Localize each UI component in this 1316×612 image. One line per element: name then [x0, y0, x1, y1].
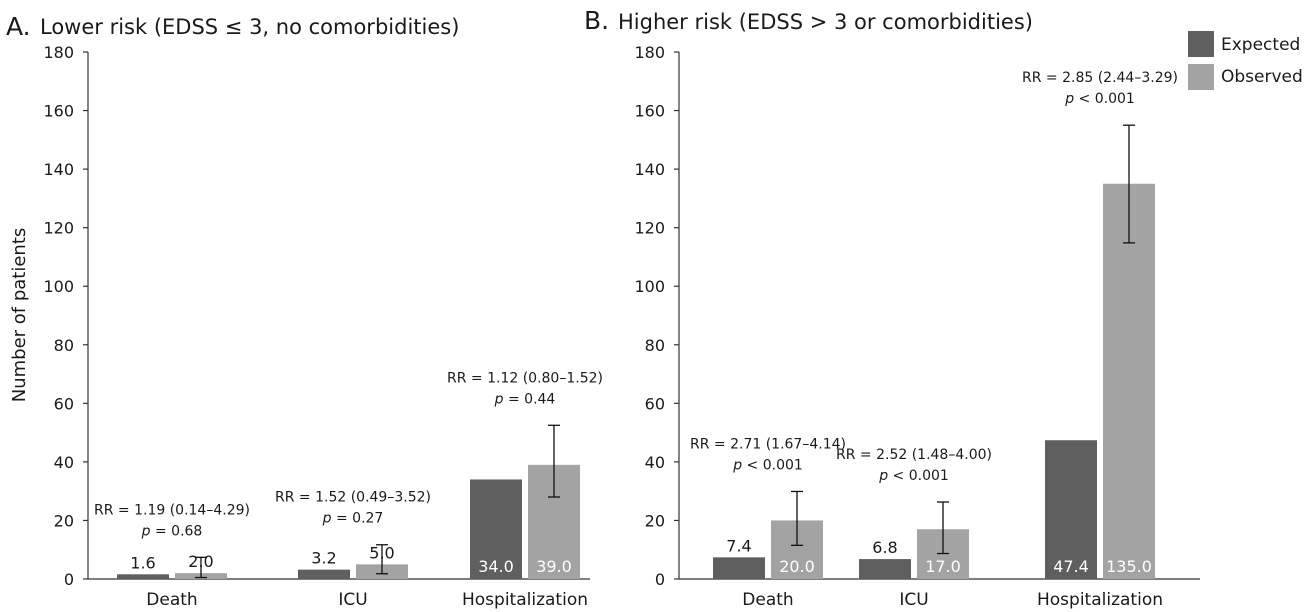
y-tick-label: 0 [64, 570, 74, 589]
data-label: 7.4 [726, 536, 751, 555]
y-tick-label: 160 [43, 102, 74, 121]
panel-b-letter: B. [584, 6, 609, 35]
bar-expected-death [713, 557, 765, 579]
p-value: = 0.68 [151, 523, 203, 539]
p-value: < 0.001 [1074, 91, 1135, 107]
bar-expected-death [117, 574, 169, 579]
y-tick-label: 40 [645, 453, 665, 472]
y-tick-label: 60 [645, 394, 665, 413]
p-value-annotation: p = 0.68 [141, 523, 203, 539]
p-value-annotation: p = 0.44 [494, 391, 556, 407]
p-symbol: p [494, 391, 504, 407]
x-tick-label: Death [146, 590, 197, 610]
p-value-annotation: p < 0.001 [732, 457, 803, 473]
y-tick-label: 20 [54, 511, 74, 530]
bar-expected-icu [859, 559, 911, 579]
y-tick-label: 80 [645, 336, 665, 355]
rr-annotation: RR = 2.71 (1.67–4.14) [690, 436, 846, 452]
panel-a-title: Lower risk (EDSS ≤ 3, no comorbidities) [40, 15, 459, 39]
p-value-annotation: p = 0.27 [322, 511, 384, 527]
y-tick-label: 20 [645, 511, 665, 530]
panel-a-letter: A. [6, 12, 31, 41]
p-value-annotation: p < 0.001 [1064, 91, 1135, 107]
x-tick-label: Hospitalization [1037, 590, 1163, 610]
data-label: 135.0 [1106, 557, 1152, 576]
bar-observed-hospitalization [1103, 183, 1155, 579]
legend-swatch-expected [1188, 31, 1214, 57]
data-label: 3.2 [311, 549, 336, 568]
panel-b-title: Higher risk (EDSS > 3 or comorbidities) [618, 10, 1033, 34]
legend: Expected Observed [1188, 31, 1303, 90]
bar-expected-icu [298, 569, 350, 579]
p-value-annotation: p < 0.001 [878, 468, 949, 484]
y-tick-label: 40 [54, 453, 74, 472]
y-tick-label: 100 [43, 277, 74, 296]
data-label: 20.0 [779, 557, 815, 576]
y-tick-label: 140 [634, 160, 665, 179]
y-tick-label: 180 [43, 43, 74, 62]
data-label: 47.4 [1053, 557, 1089, 576]
p-value: = 0.27 [332, 511, 384, 527]
panel-b-plot: 0 20 40 60 80 100 120 140 160 180 7.4 20.0 Death RR =… [634, 43, 1200, 610]
legend-swatch-observed [1188, 64, 1214, 90]
p-symbol: p [732, 457, 742, 473]
x-tick-label: Death [742, 590, 793, 610]
rr-annotation: RR = 2.52 (1.48–4.00) [836, 447, 992, 463]
y-tick-label: 0 [655, 570, 665, 589]
bar-expected-hospitalization [1045, 440, 1097, 579]
data-label: 6.8 [872, 538, 897, 557]
x-tick-label: Hospitalization [462, 590, 588, 610]
x-tick-label: ICU [338, 590, 367, 610]
p-symbol: p [322, 511, 332, 527]
y-axis-label: Number of patients [9, 228, 30, 403]
x-tick-label: ICU [899, 590, 928, 610]
data-label: 17.0 [925, 557, 961, 576]
bar-expected-hospitalization [470, 479, 522, 579]
y-tick-label: 80 [54, 336, 74, 355]
p-symbol: p [141, 523, 151, 539]
p-symbol: p [878, 468, 888, 484]
y-tick-label: 120 [43, 219, 74, 238]
y-tick-label: 100 [634, 277, 665, 296]
legend-label-observed: Observed [1221, 67, 1303, 87]
y-tick-label: 160 [634, 102, 665, 121]
rr-annotation: RR = 1.12 (0.80–1.52) [447, 370, 603, 386]
p-symbol: p [1064, 91, 1074, 107]
p-value: < 0.001 [742, 457, 803, 473]
legend-label-expected: Expected [1221, 35, 1300, 55]
y-tick-label: 140 [43, 160, 74, 179]
rr-annotation: RR = 2.85 (2.44–3.29) [1022, 70, 1178, 86]
p-value: = 0.44 [504, 391, 556, 407]
data-label: 34.0 [478, 557, 514, 576]
y-tick-label: 120 [634, 219, 665, 238]
data-label: 1.6 [130, 553, 155, 572]
y-tick-label: 60 [54, 394, 74, 413]
data-label: 39.0 [536, 557, 572, 576]
p-value: < 0.001 [888, 468, 949, 484]
rr-annotation: RR = 1.52 (0.49–3.52) [275, 490, 431, 506]
rr-annotation: RR = 1.19 (0.14–4.29) [94, 502, 250, 518]
y-tick-label: 180 [634, 43, 665, 62]
